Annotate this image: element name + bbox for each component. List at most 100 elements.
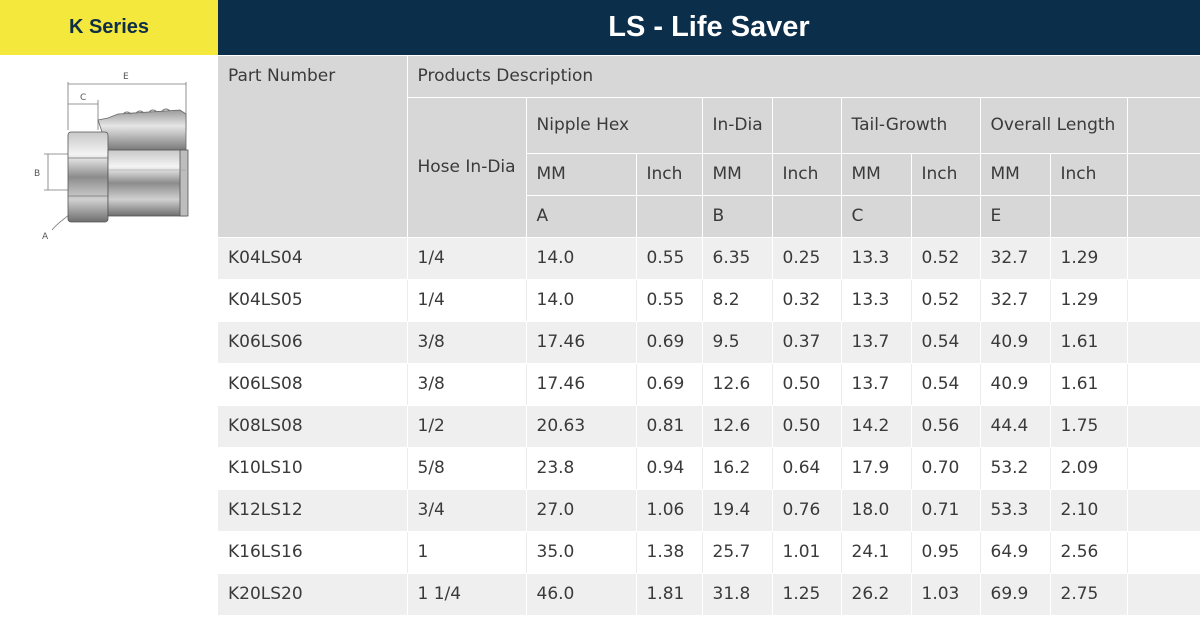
table-cell: 1.61 [1050,363,1128,406]
table-cell [1127,363,1200,406]
table-cell: 0.55 [636,279,703,322]
table-cell: 3/8 [407,363,527,406]
table-cell: 2.09 [1050,447,1128,490]
table-cell: 6.35 [702,237,773,280]
table-cell: 0.52 [911,279,981,322]
table-cell: 0.70 [911,447,981,490]
table-cell: 1.81 [636,573,703,616]
group-header [772,97,842,154]
table-cell: 44.4 [980,405,1051,448]
part-number-cell: K04LS05 [218,279,408,322]
table-cell: 0.56 [911,405,981,448]
table-cell [1127,447,1200,490]
table-cell: 0.50 [772,363,842,406]
part-number-cell: K20LS20 [218,573,408,616]
table-cell: 12.6 [702,363,773,406]
table-cell: 13.3 [841,279,912,322]
unit-header: Inch [772,153,842,196]
fitting-diagram: E C B A [34,72,189,242]
table-cell: 0.64 [772,447,842,490]
table-cell: 31.8 [702,573,773,616]
table-cell: 12.6 [702,405,773,448]
table-cell: 23.8 [526,447,637,490]
table-cell: 20.63 [526,405,637,448]
table-cell: 2.56 [1050,531,1128,574]
dimension-letter-header [1127,195,1200,238]
table-cell: 26.2 [841,573,912,616]
table-cell: 24.1 [841,531,912,574]
table-cell [1127,489,1200,532]
table-cell: 69.9 [980,573,1051,616]
part-number-header: Part Number [218,56,408,238]
table-cell: 40.9 [980,321,1051,364]
table-cell: 16.2 [702,447,773,490]
table-cell: 25.7 [702,531,773,574]
table-cell: 64.9 [980,531,1051,574]
table-cell: 40.9 [980,363,1051,406]
table-cell: 2.10 [1050,489,1128,532]
table-cell: 3/8 [407,321,527,364]
table-row: K20LS20 1 1/4 46.0 1.81 31.8 1.25 26.2 1.03 69.9… [218,573,1200,616]
table-cell: 0.25 [772,237,842,280]
table-cell [1127,573,1200,616]
unit-header: MM [980,153,1051,196]
part-number-cell: K16LS16 [218,531,408,574]
table-cell: 46.0 [526,573,637,616]
table-cell: 13.7 [841,363,912,406]
table-cell: 53.3 [980,489,1051,532]
table-cell: 1/4 [407,279,527,322]
hose-in-dia-header: Hose In-Dia [407,97,527,238]
table-row: K04LS05 1/4 14.0 0.55 8.2 0.32 13.3 0.52 32.7 1.2… [218,279,1200,322]
table-cell: 0.54 [911,321,981,364]
table-cell: 0.54 [911,363,981,406]
table-cell: 53.2 [980,447,1051,490]
table-cell [1127,531,1200,574]
group-header: Nipple Hex [526,97,703,154]
dimension-letter-header [636,195,703,238]
group-header [1127,97,1200,154]
part-number-cell: K12LS12 [218,489,408,532]
table-cell: 19.4 [702,489,773,532]
dimension-letter-header: C [841,195,912,238]
table-cell: 13.7 [841,321,912,364]
dimension-letter-header [772,195,842,238]
table-cell: 17.46 [526,321,637,364]
table-cell: 3/4 [407,489,527,532]
table-cell: 0.69 [636,321,703,364]
table-cell: 0.69 [636,363,703,406]
unit-header: MM [526,153,637,196]
table-cell: 35.0 [526,531,637,574]
table-cell: 14.2 [841,405,912,448]
unit-header [1127,153,1200,196]
table-cell: 0.95 [911,531,981,574]
part-number-cell: K10LS10 [218,447,408,490]
table-cell: 27.0 [526,489,637,532]
table-cell: 0.76 [772,489,842,532]
table-cell: 5/8 [407,447,527,490]
dim-label-b: B [34,169,40,179]
series-tab: K Series [0,0,218,55]
table-cell: 0.81 [636,405,703,448]
table-row: K06LS06 3/8 17.46 0.69 9.5 0.37 13.7 0.54 40.9 1.… [218,321,1200,364]
unit-header: Inch [911,153,981,196]
table-cell: 1.06 [636,489,703,532]
table-row: K16LS16 1 35.0 1.38 25.7 1.01 24.1 0.95 64.9 2.56 [218,531,1200,574]
table-cell: 1.03 [911,573,981,616]
dimension-letter-header: A [526,195,637,238]
table-cell: 1/4 [407,237,527,280]
dimension-letter-header: E [980,195,1051,238]
dimension-letter-header [1050,195,1128,238]
part-number-cell: K06LS08 [218,363,408,406]
table-cell [1127,321,1200,364]
spec-table: Part Number Products Description Hose In… [218,56,1200,616]
table-cell: 1.29 [1050,237,1128,280]
part-number-cell: K04LS04 [218,237,408,280]
page-title: LS - Life Saver [218,0,1200,55]
table-row: K10LS10 5/8 23.8 0.94 16.2 0.64 17.9 0.70 53.2 2.… [218,447,1200,490]
dimension-letter-header: B [702,195,773,238]
table-cell: 2.75 [1050,573,1128,616]
group-header: Tail-Growth [841,97,981,154]
group-header: Overall Length [980,97,1128,154]
table-cell: 1.38 [636,531,703,574]
table-row: K04LS04 1/4 14.0 0.55 6.35 0.25 13.3 0.52 32.7 1.… [218,237,1200,280]
